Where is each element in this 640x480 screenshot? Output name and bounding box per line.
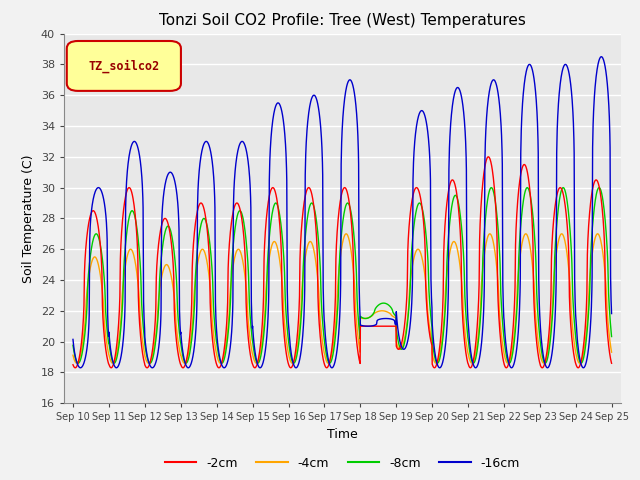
- -2cm: [575, 364, 583, 370]
- -16cm: [358, 323, 365, 328]
- -8cm: [575, 358, 583, 363]
- -16cm: [77, 365, 84, 371]
- -4cm: [342, 231, 350, 237]
- -4cm: [370, 311, 378, 317]
- Text: TZ_soilco2: TZ_soilco2: [88, 60, 160, 73]
- -2cm: [499, 356, 507, 362]
- -2cm: [220, 352, 227, 358]
- Y-axis label: Soil Temperature (C): Soil Temperature (C): [22, 154, 35, 283]
- Line: -4cm: -4cm: [73, 234, 612, 363]
- -4cm: [608, 349, 616, 355]
- -8cm: [561, 186, 568, 192]
- -4cm: [69, 352, 77, 358]
- -16cm: [598, 54, 605, 60]
- -2cm: [608, 360, 616, 366]
- Line: -16cm: -16cm: [73, 57, 612, 368]
- Title: Tonzi Soil CO2 Profile: Tree (West) Temperatures: Tonzi Soil CO2 Profile: Tree (West) Temp…: [159, 13, 526, 28]
- -4cm: [220, 355, 227, 360]
- Legend: -2cm, -4cm, -8cm, -16cm: -2cm, -4cm, -8cm, -16cm: [160, 452, 525, 475]
- -2cm: [561, 197, 568, 203]
- -4cm: [575, 360, 583, 366]
- -2cm: [69, 362, 77, 368]
- -2cm: [370, 324, 378, 329]
- -8cm: [488, 185, 495, 191]
- -8cm: [358, 314, 365, 320]
- -4cm: [561, 236, 568, 242]
- -16cm: [69, 336, 77, 342]
- -8cm: [608, 334, 616, 339]
- -16cm: [220, 365, 227, 371]
- -4cm: [73, 360, 81, 366]
- -16cm: [370, 323, 378, 328]
- -4cm: [358, 315, 366, 321]
- -16cm: [561, 62, 568, 68]
- -8cm: [499, 325, 507, 331]
- -2cm: [484, 154, 492, 160]
- FancyBboxPatch shape: [67, 41, 181, 91]
- X-axis label: Time: Time: [327, 428, 358, 441]
- -16cm: [608, 311, 616, 316]
- -8cm: [74, 360, 82, 366]
- -8cm: [220, 359, 227, 364]
- -16cm: [575, 352, 583, 358]
- -8cm: [370, 311, 378, 316]
- -4cm: [499, 345, 507, 350]
- -8cm: [69, 342, 77, 348]
- -2cm: [72, 365, 79, 371]
- Line: -2cm: -2cm: [73, 157, 612, 368]
- -2cm: [358, 324, 365, 329]
- -16cm: [499, 281, 507, 287]
- Line: -8cm: -8cm: [73, 188, 612, 363]
